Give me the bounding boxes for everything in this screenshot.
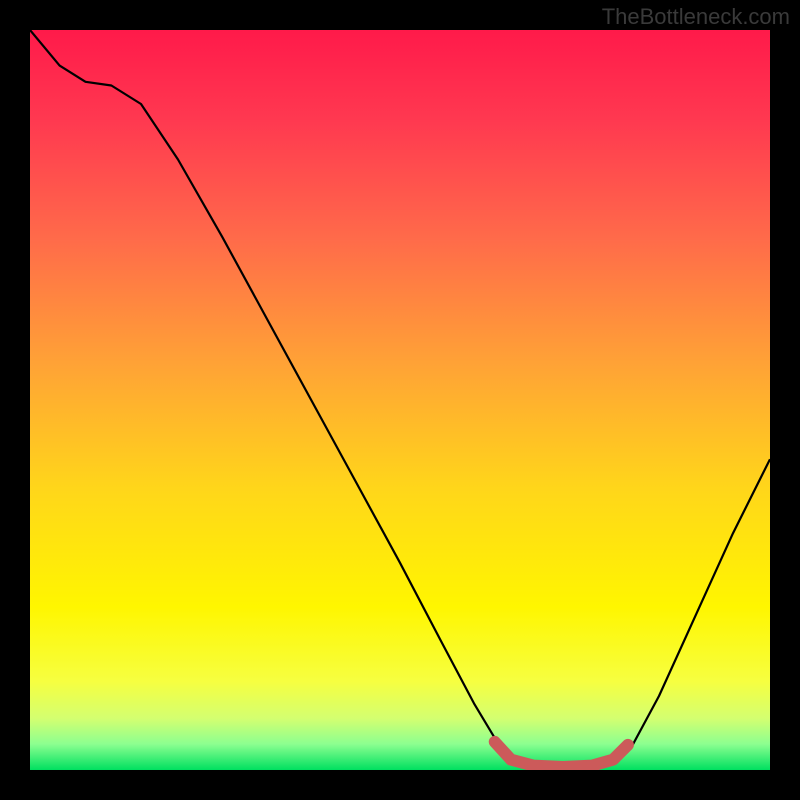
chart-background — [30, 30, 770, 770]
watermark-text: TheBottleneck.com — [602, 4, 790, 30]
plot-area — [30, 30, 770, 770]
chart-svg — [30, 30, 770, 770]
